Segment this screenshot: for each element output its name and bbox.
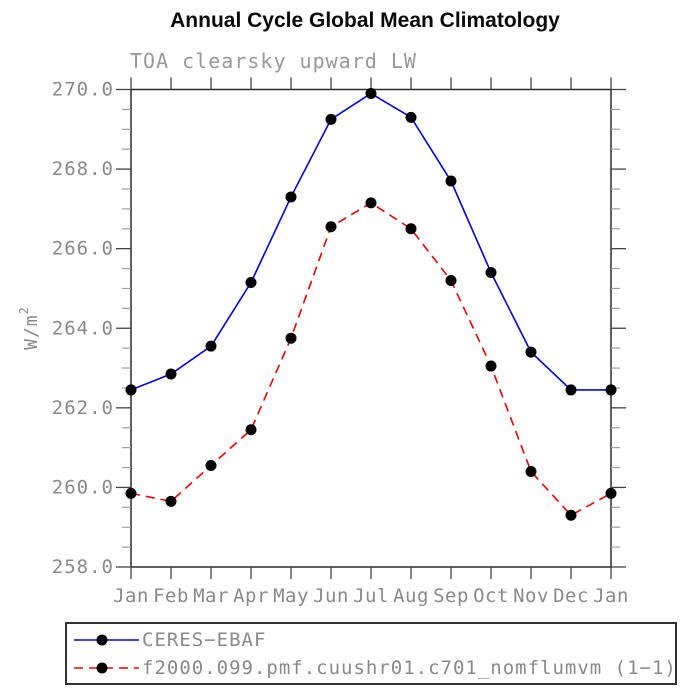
x-tick-label: Feb (153, 585, 189, 607)
data-point-marker (525, 346, 537, 358)
legend-marker (96, 662, 108, 674)
data-point-marker (405, 223, 417, 235)
data-point-marker (365, 197, 377, 209)
data-point-marker (125, 384, 137, 396)
x-tick-label: Nov (513, 585, 549, 607)
data-point-marker (405, 111, 417, 123)
y-tick-label: 262.0 (52, 397, 114, 419)
data-point-marker (325, 221, 337, 233)
data-point-marker (565, 384, 577, 396)
data-point-marker (485, 360, 497, 372)
data-point-marker (565, 509, 577, 521)
legend-line-sample-icon (74, 634, 139, 646)
chart-title: Annual Cycle Global Mean Climatology (170, 9, 560, 32)
data-point-marker (605, 384, 617, 396)
x-tick-label: Jan (593, 585, 629, 607)
legend-item-ceres-ebaf: CERES−EBAF (67, 626, 675, 654)
data-point-marker (605, 487, 617, 499)
data-point-marker (365, 87, 377, 99)
x-tick-label: Oct (473, 585, 509, 607)
x-tick-label: Aug (393, 585, 429, 607)
x-tick-label: Jun (313, 585, 349, 607)
data-point-marker (165, 368, 177, 380)
chart-subtitle: TOA clearsky upward LW (130, 49, 417, 73)
y-tick-label: 258.0 (52, 556, 114, 578)
y-tick-label: 260.0 (52, 476, 114, 498)
data-point-marker (325, 113, 337, 125)
data-point-marker (165, 495, 177, 507)
x-tick-label: May (273, 585, 309, 607)
data-point-marker (445, 275, 457, 286)
plot-area: Jan Feb Mar Apr May Jun Jul Aug Sep Oct Nov Dec Jan2… (52, 77, 629, 607)
legend-item-model-run: f2000.099.pmf.cuushr01.c701_nomflumvm (1… (67, 654, 677, 682)
data-point-marker (445, 175, 457, 187)
legend-label: CERES−EBAF (142, 629, 267, 651)
data-point-marker (245, 424, 257, 436)
y-tick-label: 266.0 (52, 238, 114, 260)
x-tick-label: Dec (553, 585, 589, 607)
x-tick-label: Mar (193, 585, 229, 607)
data-point-marker (205, 340, 217, 352)
x-tick-label: Sep (433, 585, 469, 607)
data-point-marker (285, 332, 297, 344)
x-tick-label: Jan (113, 585, 149, 607)
data-point-marker (485, 267, 497, 279)
x-tick-label: Apr (233, 585, 269, 607)
data-point-marker (285, 191, 297, 203)
legend-marker (96, 634, 108, 646)
plot-frame (130, 88, 612, 568)
data-point-marker (205, 460, 217, 472)
legend-label: f2000.099.pmf.cuushr01.c701_nomflumvm (1… (142, 657, 677, 679)
y-tick-label: 270.0 (52, 79, 114, 101)
data-point-marker (125, 487, 137, 499)
data-point-marker (525, 466, 537, 477)
x-tick-label: Jul (353, 585, 389, 607)
legend-line-sample-icon (74, 662, 139, 674)
y-tick-label: 268.0 (52, 158, 114, 180)
series-line-0 (130, 92, 611, 391)
legend-box: CERES−EBAF f2000.099.pmf.cuushr01.c701_n… (65, 622, 677, 685)
y-tick-label: 264.0 (52, 317, 114, 339)
data-point-marker (245, 276, 257, 288)
